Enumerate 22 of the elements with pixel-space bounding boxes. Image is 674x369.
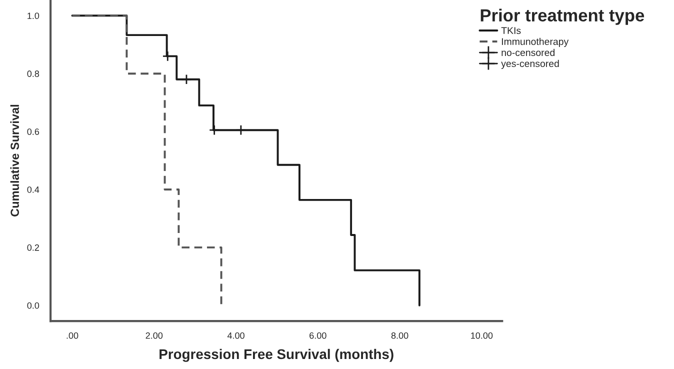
x-axis-title: Progression Free Survival (months): [160, 348, 394, 362]
legend-label: yes-censored: [501, 60, 559, 69]
x-tick-label: 8.00: [391, 332, 408, 339]
x-tick-label: 2.00: [146, 332, 163, 339]
point: [236, 124, 246, 136]
legend-label: no-censored: [502, 48, 555, 56]
y-tick-label: 0.4: [27, 186, 40, 193]
x-tick-label: .00: [66, 332, 78, 339]
point: [208, 124, 220, 136]
legend-title: Prior treatment type: [480, 8, 644, 25]
x-tick-label: 6.00: [310, 332, 326, 339]
y-tick-label: 1.0: [28, 12, 40, 20]
x-tick-label: 4.00: [227, 332, 244, 339]
point: [181, 74, 192, 85]
y-tick-label: 0.6: [27, 128, 40, 135]
y-tick-label: 0.0: [27, 302, 40, 309]
x-tick-label: 10.00: [471, 332, 493, 339]
y-tick-label: 0.8: [27, 70, 40, 77]
y-tick-label: 0.2: [27, 244, 39, 251]
y-axis-title: Cumulative Survival: [10, 104, 19, 216]
legend-label: Immunotherapy: [502, 38, 569, 47]
legend-label: TKIs: [501, 27, 521, 34]
